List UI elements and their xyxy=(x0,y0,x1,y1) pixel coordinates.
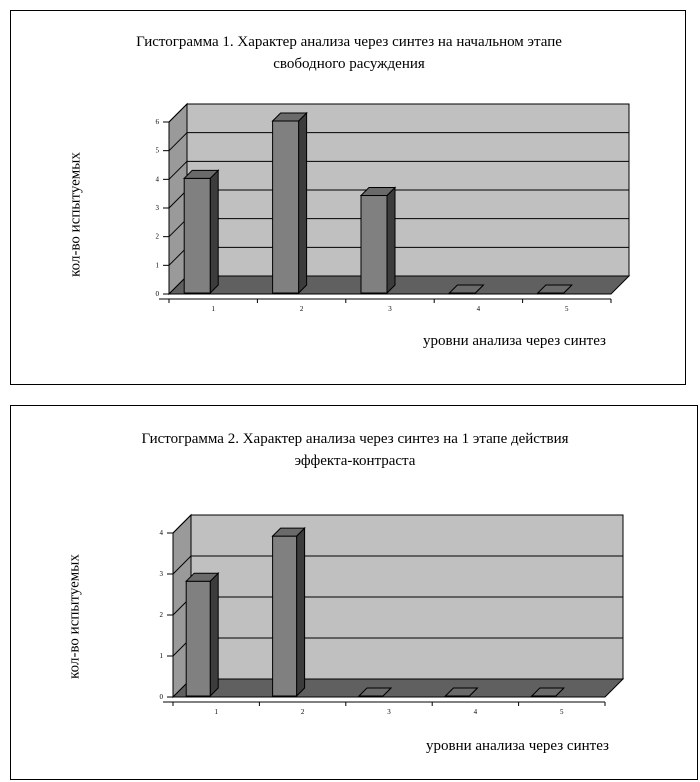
chart-1-bar xyxy=(183,177,211,294)
chart-2-x-tick-label: 4 xyxy=(474,708,478,716)
chart-2-y-axis-label: кол-во испытуемых xyxy=(66,554,83,679)
chart-1-x-tick-label: 1 xyxy=(211,305,215,313)
chart-2-bar-top xyxy=(271,527,306,537)
chart-1-title: Гистограмма 1. Характер анализа через си… xyxy=(11,31,687,75)
chart-1-gridline-side xyxy=(168,160,188,180)
chart-2-y-tick-label: 0 xyxy=(160,693,164,701)
chart-2-x-tick-label: 5 xyxy=(560,708,564,716)
chart-1-x-axis-label: уровни анализа через синтез xyxy=(423,333,606,349)
chart-1-y-tick-label: 3 xyxy=(156,204,160,212)
chart-1-x-tick-label: 4 xyxy=(477,305,481,313)
chart-1-plot: 0 1 2 3 4 5 6 1 2 3 4 5 xyxy=(156,102,631,313)
chart-1-y-tick-label: 4 xyxy=(156,175,160,183)
chart-2-title-line-1: Гистограмма 2. Характер анализа через си… xyxy=(141,431,569,447)
chart-1-gridline-side xyxy=(168,103,188,123)
chart-1-y-tick-label: 5 xyxy=(156,147,160,155)
chart-1-bar-side xyxy=(386,186,396,295)
chart-2-gridline-side xyxy=(172,555,192,575)
chart-1-x-tick-label: 2 xyxy=(300,305,304,313)
chart-2-x-tick-label: 1 xyxy=(214,708,218,716)
chart-2-frame: Гистограмма 2. Характер анализа через си… xyxy=(10,405,698,780)
chart-1-y-axis-label: кол-во испытуемых xyxy=(67,152,84,277)
chart-2-y-tick-label: 2 xyxy=(160,611,164,619)
chart-2-bar-top xyxy=(184,572,220,582)
chart-1-frame: Гистограмма 1. Характер анализа через си… xyxy=(10,10,686,385)
chart-2-bar xyxy=(272,535,298,697)
chart-1-title-line-2: свободного расуждения xyxy=(273,56,425,72)
chart-1-bar xyxy=(272,120,300,294)
chart-2-title-line-2: эффекта-контраста xyxy=(294,453,416,469)
chart-2-bar-side xyxy=(209,571,219,698)
chart-2-bar-top xyxy=(357,687,393,697)
chart-1-bar-side xyxy=(298,111,308,295)
chart-1-bar-top xyxy=(182,169,220,179)
chart-2-bar-top xyxy=(530,687,566,697)
chart-2-bar xyxy=(185,580,211,697)
chart-1-bar-side xyxy=(209,169,219,295)
chart-2-x-tick-label: 2 xyxy=(301,708,305,716)
chart-2-gridline-side xyxy=(172,514,192,534)
chart-1-bar xyxy=(360,195,388,294)
chart-1-x-tick-label: 5 xyxy=(565,305,569,313)
chart-2-x-axis-label: уровни анализа через синтез xyxy=(426,738,609,754)
chart-1-x-tick-label: 3 xyxy=(388,305,392,313)
chart-2-y-tick-label: 4 xyxy=(160,529,164,537)
chart-2-x-tick-label: 3 xyxy=(387,708,391,716)
chart-2-bar-top xyxy=(444,687,479,697)
chart-2-plot: 0 1 2 3 4 1 2 3 4 5 xyxy=(160,513,625,716)
chart-1-y-tick-label: 1 xyxy=(156,261,160,269)
chart-2-title: Гистограмма 2. Характер анализа через си… xyxy=(11,428,699,472)
chart-1-gridline-side xyxy=(168,132,188,152)
chart-2-y-tick-label: 1 xyxy=(160,652,164,660)
chart-1-y-tick-label: 0 xyxy=(156,290,160,298)
chart-1-title-line-1: Гистограмма 1. Характер анализа через си… xyxy=(136,34,562,50)
chart-1-y-tick-label: 2 xyxy=(156,233,160,241)
chart-2-y-tick-label: 3 xyxy=(160,570,164,578)
chart-1-bar-top xyxy=(536,284,574,294)
chart-2-bar-side xyxy=(296,526,306,698)
chart-1-bar-top xyxy=(271,112,308,122)
chart-1-bar-top xyxy=(359,187,397,197)
chart-1-y-tick-label: 6 xyxy=(156,118,160,126)
chart-1-bar-top xyxy=(448,284,485,294)
